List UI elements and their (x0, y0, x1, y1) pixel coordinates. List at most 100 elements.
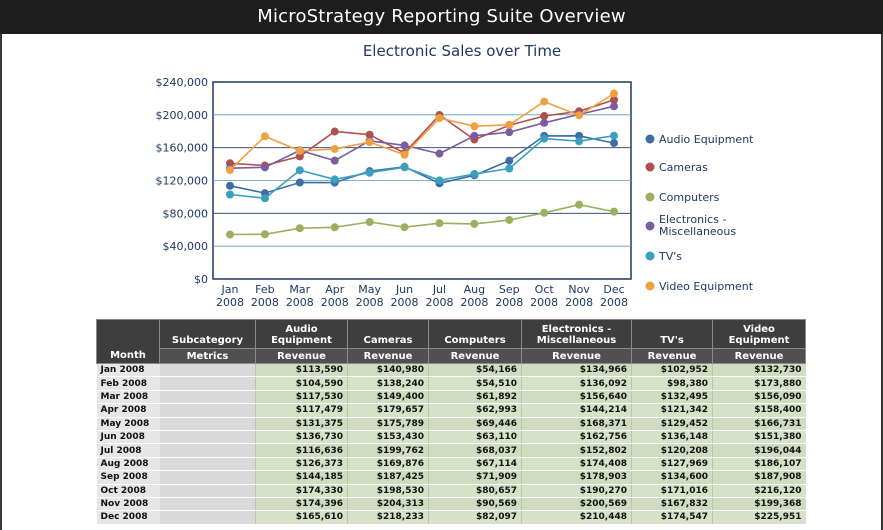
data-point[interactable] (400, 141, 409, 150)
revenue-cell: $175,789 (347, 417, 429, 431)
data-point[interactable] (400, 150, 409, 159)
series-lines (226, 89, 618, 239)
legend-marker (645, 221, 655, 231)
data-point[interactable] (295, 152, 304, 161)
metric-header: Revenue (347, 348, 429, 364)
data-point[interactable] (575, 200, 584, 209)
data-point[interactable] (260, 132, 269, 141)
data-point[interactable] (330, 127, 339, 136)
revenue-cell: $62,993 (428, 403, 522, 418)
revenue-cell: $187,908 (712, 470, 806, 485)
data-point[interactable] (435, 149, 444, 158)
data-point[interactable] (470, 169, 479, 178)
legend-item[interactable]: Audio Equipment (645, 133, 755, 146)
month-cell: Aug 2008 (96, 457, 160, 472)
column-header[interactable]: Cameras (347, 319, 429, 349)
data-point[interactable] (540, 97, 549, 106)
revenue-cell: $178,903 (521, 470, 632, 485)
data-point[interactable] (435, 176, 444, 185)
column-header[interactable]: Electronics - Miscellaneous (521, 319, 632, 349)
data-point[interactable] (610, 139, 618, 148)
data-point[interactable] (540, 208, 549, 217)
legend-item[interactable]: TV's (645, 250, 683, 263)
data-point[interactable] (575, 137, 584, 146)
data-point[interactable] (260, 163, 269, 172)
revenue-cell: $173,880 (712, 376, 806, 391)
data-point[interactable] (226, 181, 234, 190)
month-cell: Oct 2008 (96, 484, 160, 498)
data-point[interactable] (505, 128, 514, 137)
data-point[interactable] (295, 224, 304, 233)
revenue-table: Month Subcategory Audio Equipment Cameras C… (96, 319, 806, 525)
month-header[interactable]: Month (96, 319, 160, 364)
data-point[interactable] (365, 168, 374, 177)
legend-item[interactable]: Electronics -Miscellaneous (645, 213, 737, 238)
data-point[interactable] (226, 190, 234, 199)
revenue-cell: $132,730 (712, 363, 806, 378)
data-point[interactable] (470, 122, 479, 131)
data-point[interactable] (330, 223, 339, 232)
data-point[interactable] (365, 217, 374, 226)
column-header-text: Equipment (728, 335, 790, 346)
x-tick-label: Jul (432, 283, 446, 296)
data-point[interactable] (505, 215, 514, 224)
data-point[interactable] (505, 120, 514, 129)
data-point[interactable] (365, 138, 374, 147)
data-point[interactable] (400, 223, 409, 232)
data-point[interactable] (226, 230, 234, 239)
column-header[interactable]: TV's (631, 319, 713, 349)
data-point[interactable] (470, 131, 479, 140)
data-point[interactable] (260, 194, 269, 203)
revenue-cell: $196,044 (712, 443, 806, 458)
table-row: Oct 2008 $174,330 $198,530 $80,657 $190,270 $… (96, 484, 806, 498)
data-point[interactable] (610, 207, 618, 216)
data-point[interactable] (540, 118, 549, 127)
column-header-text: Computers (444, 335, 506, 346)
data-point[interactable] (435, 219, 444, 228)
x-tick-label: Dec (603, 283, 624, 296)
x-tick-label: Feb (255, 283, 274, 296)
month-cell: Jul 2008 (96, 443, 160, 458)
data-point[interactable] (295, 178, 304, 187)
data-point[interactable] (610, 89, 618, 98)
data-point[interactable] (330, 175, 339, 184)
data-point[interactable] (330, 144, 339, 153)
x-tick-label: 2008 (321, 296, 349, 309)
series-line (229, 134, 615, 200)
data-point[interactable] (435, 114, 444, 123)
legend[interactable]: Audio Equipment Cameras Computers Electroni… (645, 133, 755, 293)
data-point[interactable] (540, 112, 549, 121)
legend-item[interactable]: Cameras (645, 161, 709, 174)
revenue-cell: $171,016 (631, 484, 713, 498)
data-point[interactable] (330, 156, 339, 165)
data-point[interactable] (295, 146, 304, 155)
data-point[interactable] (400, 163, 409, 172)
data-point[interactable] (505, 156, 514, 165)
subcategory-cell (159, 403, 256, 418)
data-point[interactable] (610, 131, 618, 140)
column-header[interactable]: Video Equipment (712, 319, 806, 349)
data-point[interactable] (505, 164, 514, 173)
data-point[interactable] (610, 95, 618, 104)
data-point[interactable] (365, 130, 374, 139)
window-title: MicroStrategy Reporting Suite Overview (0, 0, 883, 34)
data-point[interactable] (260, 230, 269, 239)
column-header[interactable]: Audio Equipment (255, 319, 348, 349)
x-tick-label: 2008 (391, 296, 419, 309)
data-point[interactable] (540, 134, 549, 143)
legend-label: Cameras (659, 161, 708, 174)
data-point[interactable] (575, 111, 584, 120)
column-header[interactable]: Computers (428, 319, 522, 349)
legend-item[interactable]: Computers (645, 191, 720, 204)
column-header-text: Miscellaneous (536, 335, 617, 346)
data-point[interactable] (226, 166, 234, 175)
legend-marker (645, 281, 655, 291)
data-point[interactable] (470, 219, 479, 228)
revenue-cell: $127,969 (631, 457, 713, 472)
revenue-cell: $166,731 (712, 417, 806, 431)
series-computers (226, 200, 618, 239)
legend-item[interactable]: Video Equipment (645, 280, 754, 293)
data-point[interactable] (295, 166, 304, 175)
y-tick-label: $240,000 (156, 76, 209, 89)
data-point[interactable] (610, 102, 618, 111)
